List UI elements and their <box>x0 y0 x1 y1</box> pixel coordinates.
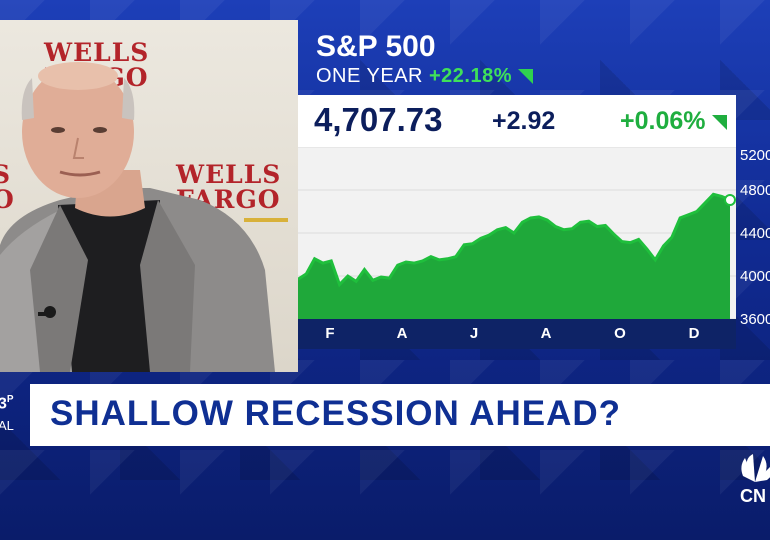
quote-bar: 4,707.73 +2.92 +0.06% <box>298 95 736 147</box>
period-change: +22.18% <box>429 65 513 87</box>
guest-person <box>0 62 275 372</box>
logo-line: O <box>0 185 15 214</box>
wells-fargo-logo: WELLS FARGO <box>176 162 288 222</box>
time-digit: 3 <box>0 395 7 413</box>
chart-plot-area <box>298 147 736 319</box>
x-tick-label: A <box>540 325 552 342</box>
logo-line: WELLS <box>44 38 150 67</box>
pct-text: +0.06% <box>620 107 706 135</box>
y-tick-label: 5200 <box>740 147 770 164</box>
index-title: S&P 500 <box>316 30 436 63</box>
lower-third-banner: SHALLOW RECESSION AHEAD? <box>30 384 770 446</box>
region-label: AL <box>0 418 14 433</box>
series-line <box>298 192 731 288</box>
logo-line: S <box>0 160 12 189</box>
x-tick-label: O <box>614 325 626 342</box>
guest-video: WELLS FARGO WELLS FARGO S O <box>0 20 298 372</box>
x-tick-label: J <box>469 325 479 342</box>
index-change-pct: +0.06% <box>620 107 727 136</box>
market-chart-panel: S&P 500 ONE YEAR +22.18% 4,707.73 +2.92 +… <box>298 20 770 372</box>
wells-fargo-logo-partial: S O <box>0 162 15 212</box>
headline: SHALLOW RECESSION AHEAD? <box>50 394 622 433</box>
network-logo-text: CN <box>740 486 766 506</box>
x-tick-label: F <box>325 325 335 342</box>
logo-line: WELLS <box>176 160 282 189</box>
period-label: ONE YEAR +22.18% <box>316 65 534 88</box>
up-arrow-icon <box>518 69 534 85</box>
period-text: ONE YEAR <box>316 65 423 87</box>
time-suffix: P <box>6 394 14 405</box>
x-tick-label: D <box>688 325 700 342</box>
air-time: 3P <box>0 394 14 413</box>
time-box: 3P AL <box>0 384 30 446</box>
cnbc-peacock-icon <box>741 454 770 482</box>
last-point-marker <box>724 193 736 206</box>
y-tick-label: 4800 <box>740 182 770 199</box>
x-tick-label: A <box>396 325 408 342</box>
series-area <box>298 194 730 319</box>
y-tick-label: 3600 <box>740 311 770 328</box>
up-arrow-icon <box>711 114 727 130</box>
y-tick-label: 4400 <box>740 225 770 242</box>
y-tick-label: 4000 <box>740 268 770 285</box>
index-price: 4,707.73 <box>314 101 443 138</box>
index-change: +2.92 <box>492 107 556 135</box>
